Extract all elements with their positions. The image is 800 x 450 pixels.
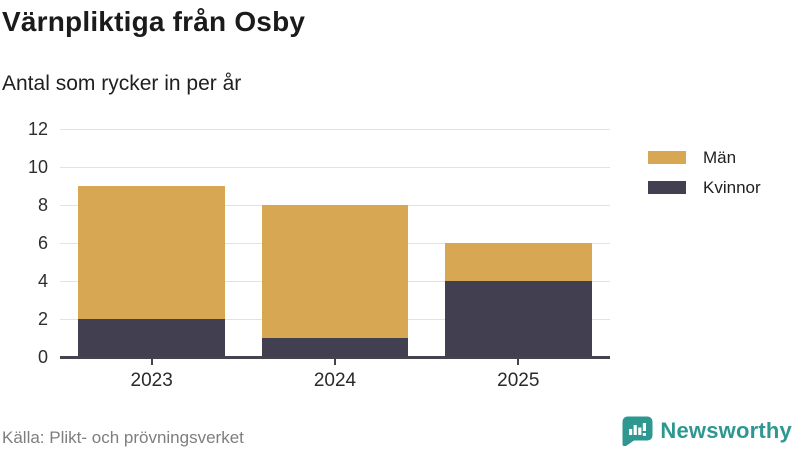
newsworthy-chart-bubble-icon: [622, 416, 653, 446]
bar-segment-2025-kvinnor: [445, 281, 592, 357]
legend-swatch: [648, 181, 686, 194]
y-tick-label: 10: [27, 157, 48, 177]
y-tick-label: 0: [37, 347, 48, 367]
plot-area: 0 2 4 6 8 10 12 2023 2024 2025: [28, 120, 610, 391]
legend-swatch: [648, 151, 686, 164]
newsworthy-wordmark: Newsworthy: [660, 418, 792, 443]
y-tick-label: 2: [37, 309, 48, 329]
legend-item-män: Män: [648, 149, 761, 166]
y-tick-label: 6: [37, 233, 48, 253]
legend: Män Kvinnor: [648, 149, 761, 209]
legend-label: Kvinnor: [703, 178, 761, 197]
x-tick: [150, 359, 153, 365]
gridline: [60, 166, 610, 168]
x-axis-line: [60, 356, 610, 359]
bar-segment-2025-män: [445, 243, 592, 281]
legend-item-kvinnor: Kvinnor: [648, 179, 761, 196]
newsworthy-logo: Newsworthy: [622, 416, 792, 446]
y-tick-label: 8: [37, 195, 48, 215]
y-tick-label: 12: [27, 119, 48, 139]
x-tick-label: 2023: [130, 370, 173, 391]
bar-segment-2024-män: [261, 205, 409, 338]
x-tick-label: 2025: [497, 370, 540, 391]
gridline: [60, 128, 610, 130]
source-text: Källa: Plikt- och prövningsverket: [2, 428, 244, 447]
y-tick-label: 4: [37, 271, 48, 291]
bar-segment-2023-män: [78, 186, 225, 319]
chart-subtitle: Antal som rycker in per år: [2, 72, 242, 95]
bar-segment-2023-kvinnor: [78, 319, 225, 357]
x-tick: [517, 359, 520, 365]
x-tick: [334, 359, 336, 365]
bar-segment-2024-kvinnor: [261, 338, 409, 357]
legend-label: Män: [703, 148, 737, 167]
chart-title: Värnpliktiga från Osby: [2, 6, 306, 37]
x-tick-label: 2024: [313, 370, 357, 391]
